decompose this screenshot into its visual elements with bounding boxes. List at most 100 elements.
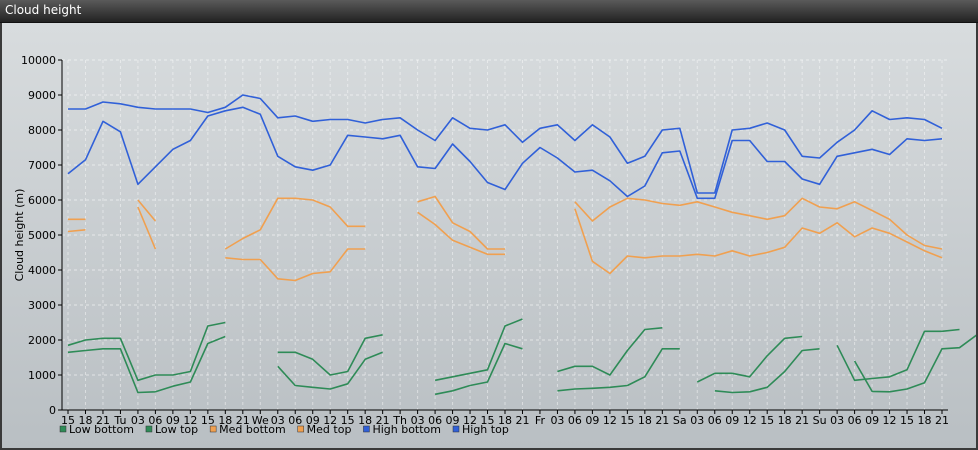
x-tick-label: 18 — [918, 414, 932, 427]
legend-swatch — [209, 425, 217, 433]
series-med-top — [68, 195, 943, 250]
x-tick-label: Sa — [673, 414, 687, 427]
legend-label: Med bottom — [219, 423, 286, 436]
series-line-segment — [714, 348, 820, 394]
series-line-segment — [277, 351, 383, 390]
legend-item: High top — [452, 423, 509, 436]
series-line-segment — [67, 106, 943, 200]
x-tick-label: 18 — [638, 414, 652, 427]
x-tick-label: 12 — [463, 414, 477, 427]
y-tick-label: 5000 — [28, 229, 56, 242]
x-tick-label: 15 — [201, 414, 215, 427]
x-tick-label: We — [252, 414, 269, 427]
legend-swatch — [145, 425, 153, 433]
series-line-segment — [836, 328, 960, 382]
x-tick-label: 15 — [481, 414, 495, 427]
x-tick-label: 03 — [411, 414, 425, 427]
series-line-segment — [434, 318, 523, 382]
x-tick-label: 12 — [603, 414, 617, 427]
series-line-segment — [225, 248, 366, 282]
x-tick-label: 21 — [515, 414, 529, 427]
legend-item: Low top — [145, 423, 198, 436]
series-line-segment — [853, 334, 976, 393]
x-tick-label: 09 — [865, 414, 879, 427]
series-line-segment — [277, 334, 383, 376]
x-tick-label: 09 — [446, 414, 460, 427]
legend-label: Low bottom — [69, 423, 134, 436]
legend-swatch — [452, 425, 460, 433]
series-line-segment — [224, 197, 366, 250]
x-tick-label: Th — [392, 414, 407, 427]
series-line-segment — [67, 335, 226, 394]
x-tick-label: 21 — [236, 414, 250, 427]
x-tick-label: 06 — [568, 414, 582, 427]
legend-item: Med top — [297, 423, 351, 436]
x-tick-label: 21 — [96, 414, 110, 427]
y-tick-label: 8000 — [28, 124, 56, 137]
x-tick-label: Tu — [113, 414, 126, 427]
legend-label: High bottom — [372, 423, 441, 436]
x-tick-label: 06 — [708, 414, 722, 427]
series-low-top — [67, 318, 960, 383]
x-tick-label: 03 — [830, 414, 844, 427]
x-tick-labels: 15 18 21 Tu 03 06 09 12 15 18 21 We 03 06 09 12 15 18 21 Th… — [61, 414, 949, 427]
legend-label: High top — [462, 423, 509, 436]
y-tick-label: 6000 — [28, 194, 56, 207]
x-tick-label: 03 — [271, 414, 285, 427]
x-tick-label: 15 — [341, 414, 355, 427]
series-line-segment — [557, 347, 680, 392]
x-tick-label: 06 — [148, 414, 162, 427]
y-axis-label: Cloud height (m) — [13, 189, 26, 282]
x-tick-label: 21 — [795, 414, 809, 427]
x-tick-label: 12 — [743, 414, 757, 427]
y-tick-label: 3000 — [28, 299, 56, 312]
x-tick-label: 06 — [288, 414, 302, 427]
series-line-segment — [574, 197, 943, 250]
x-tick-label: 06 — [428, 414, 442, 427]
x-tick-label: 21 — [655, 414, 669, 427]
legend-swatch — [363, 425, 370, 433]
series-high-top — [68, 94, 943, 194]
x-tick-label: 03 — [131, 414, 145, 427]
y-tick-label: 9000 — [28, 89, 56, 102]
y-tick-label: 10000 — [21, 54, 56, 67]
grid — [62, 59, 948, 410]
legend-label: Low top — [155, 423, 198, 436]
y-tick-labels: 0 1000 2000 3000 4000 5000 6000 7000 8000 9000 100… — [21, 54, 56, 417]
y-tick-label: 0 — [49, 404, 56, 417]
series-line-segment — [67, 321, 226, 382]
x-tick-label: 06 — [848, 414, 862, 427]
x-tick-label: 12 — [323, 414, 337, 427]
x-tick-label: 21 — [935, 414, 949, 427]
x-tick-label: 15 — [900, 414, 914, 427]
series-med-bottom — [67, 206, 943, 282]
series-line-segment — [417, 195, 505, 250]
x-tick-label: 15 — [620, 414, 634, 427]
x-tick-label: 03 — [690, 414, 704, 427]
series-low-bottom — [67, 334, 976, 396]
x-tick-label: 21 — [376, 414, 390, 427]
x-tick-label: 15 — [61, 414, 75, 427]
series-line-segment — [434, 342, 523, 396]
series-high-bottom — [67, 106, 943, 200]
x-tick-label: 18 — [218, 414, 232, 427]
x-tick-label: 09 — [585, 414, 599, 427]
chart-panel: 0 1000 2000 3000 4000 5000 6000 7000 8000 9000 100… — [2, 23, 976, 448]
x-tick-label: 03 — [550, 414, 564, 427]
y-tick-label: 4000 — [28, 264, 56, 277]
x-tick-label: 09 — [306, 414, 320, 427]
series-line-segment — [417, 211, 505, 256]
series-line-segment — [557, 327, 663, 376]
y-tick-label: 1000 — [28, 369, 56, 382]
series-line-segment — [67, 229, 86, 233]
series-lines — [67, 94, 976, 396]
x-tick-label: 09 — [166, 414, 180, 427]
legend-item: Low bottom — [59, 423, 134, 436]
x-tick-label: 15 — [760, 414, 774, 427]
x-tick-label: 18 — [78, 414, 92, 427]
series-line-segment — [137, 206, 157, 250]
cloud-height-chart: 0 1000 2000 3000 4000 5000 6000 7000 8000 9000 100… — [13, 54, 976, 436]
y-tick-label: 2000 — [28, 334, 56, 347]
legend: Low bottom Low top Med bottom Med top High b… — [59, 423, 509, 436]
